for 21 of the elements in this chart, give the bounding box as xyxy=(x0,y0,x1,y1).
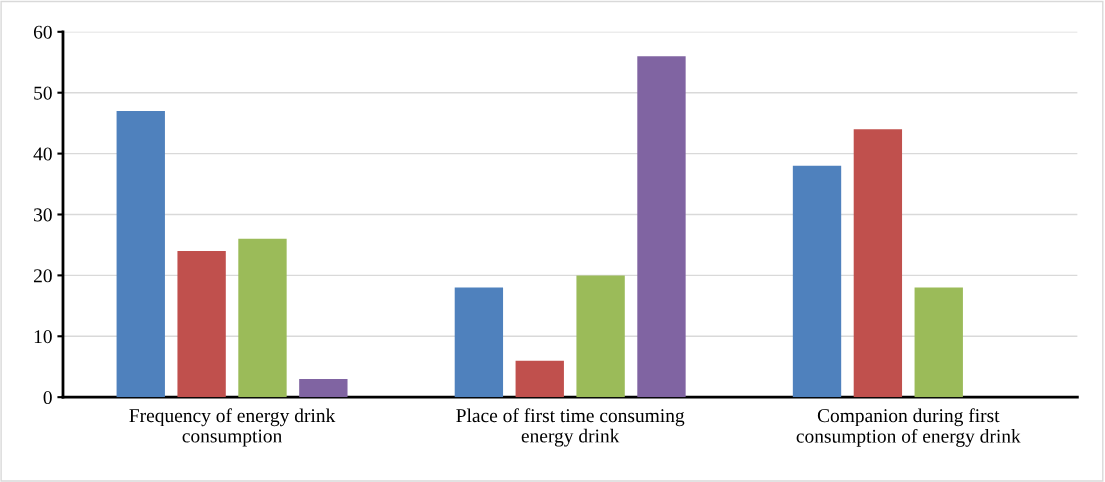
bar xyxy=(853,129,903,398)
bar xyxy=(299,378,348,398)
bar xyxy=(116,110,165,398)
x-tick-label: Companion during first consumption of energy drink xyxy=(796,408,1021,447)
y-tick-label: 40 xyxy=(33,147,52,161)
y-tick-label: 10 xyxy=(34,330,52,344)
y-tick-label: 30 xyxy=(34,208,52,222)
x-tick-label: Frequency of energy drink consumption xyxy=(129,408,336,447)
bar xyxy=(576,275,625,398)
bar xyxy=(454,287,504,398)
y-tick-label: 20 xyxy=(33,269,52,283)
bar xyxy=(914,287,963,398)
y-tick-label: 60 xyxy=(33,25,52,39)
y-tick-label: 0 xyxy=(43,390,52,405)
bar xyxy=(637,56,686,398)
bar xyxy=(792,165,842,398)
bar xyxy=(238,238,287,398)
bar xyxy=(515,360,564,398)
x-tick-label: Place of first time consuming energy drink xyxy=(456,408,685,447)
bar xyxy=(177,251,226,398)
y-tick-label: 50 xyxy=(34,86,52,100)
